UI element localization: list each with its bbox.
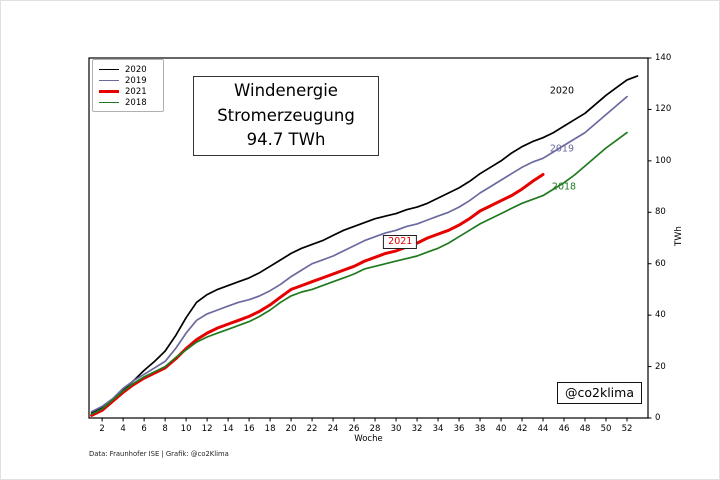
legend-label: 2018: [125, 97, 147, 108]
chart-title-line1: Windenergie: [234, 80, 338, 100]
x-tick-label: 48: [579, 424, 591, 434]
x-tick-label: 24: [327, 424, 339, 434]
legend-label: 2021: [125, 86, 147, 97]
legend-line-sample: [99, 69, 119, 70]
x-tick-label: 14: [222, 424, 234, 434]
x-tick-label: 6: [141, 424, 147, 434]
x-tick-label: 16: [243, 424, 255, 434]
x-tick-label: 32: [411, 424, 423, 434]
x-tick-label: 50: [600, 424, 612, 434]
x-tick-label: 36: [453, 424, 465, 434]
y-tick-label: 100: [655, 155, 672, 166]
line-2019: [90, 95, 628, 413]
legend-label: 2019: [125, 75, 147, 86]
y-tick-label: 20: [655, 361, 666, 372]
x-tick-label: 4: [120, 424, 126, 434]
line-2020: [90, 75, 639, 414]
legend-item-2020: 2020: [99, 64, 157, 75]
legend-label: 2020: [125, 64, 147, 75]
data-attribution: Data: Fraunhofer ISE | Grafik: @co2Klima: [89, 450, 229, 458]
y-tick-label: 80: [655, 207, 666, 218]
x-tick-label: 20: [285, 424, 297, 434]
x-tick-label: 10: [180, 424, 192, 434]
x-tick-label: 40: [495, 424, 507, 434]
chart-title-line2: Stromerzeugung: [217, 105, 355, 125]
legend-item-2021: 2021: [99, 86, 157, 97]
legend-line-sample: [99, 90, 119, 93]
year-label-2020: 2020: [549, 85, 574, 97]
x-tick-label: 44: [537, 424, 549, 434]
line-2021: [90, 173, 545, 417]
y-tick-label: 140: [655, 53, 672, 63]
legend-line-sample: [99, 80, 119, 81]
y-tick-label: 0: [655, 413, 661, 423]
chart-title-line3: 94.7 TWh: [246, 130, 326, 150]
plot-border: [88, 57, 649, 419]
year-label-2018: 2018: [551, 181, 577, 193]
line-2018: [90, 131, 628, 415]
x-tick-label: 38: [474, 424, 486, 434]
x-tick-label: 30: [390, 424, 402, 434]
y-tick-label: 60: [655, 258, 666, 269]
legend-item-2019: 2019: [99, 75, 157, 86]
chart-title-box: Windenergie Stromerzeugung 94.7 TWh: [193, 76, 379, 156]
year-label-2019: 2019: [549, 143, 574, 155]
year-label-2021: 2021: [383, 234, 418, 249]
x-tick-label: 18: [264, 424, 276, 434]
y-tick-label: 120: [655, 104, 672, 115]
legend-item-2018: 2018: [99, 97, 157, 108]
x-tick-label: 8: [162, 424, 168, 434]
x-tick-label: 46: [558, 424, 570, 434]
x-tick-label: 34: [432, 424, 444, 434]
x-tick-label: 26: [348, 424, 360, 434]
x-tick-label: 22: [306, 424, 318, 434]
legend-line-sample: [99, 102, 119, 103]
x-tick-label: 28: [369, 424, 381, 434]
x-tick-label: 52: [621, 424, 633, 434]
legend: 2020 2019 2021 2018: [92, 59, 164, 112]
y-axis-title: TWh: [674, 226, 684, 247]
x-tick-label: 42: [516, 424, 528, 434]
x-tick-label: 12: [201, 424, 213, 434]
watermark-badge: @co2klima: [557, 382, 642, 404]
x-tick-label: 2: [99, 424, 105, 434]
x-axis-title: Woche: [354, 434, 383, 444]
y-tick-label: 40: [655, 310, 666, 321]
